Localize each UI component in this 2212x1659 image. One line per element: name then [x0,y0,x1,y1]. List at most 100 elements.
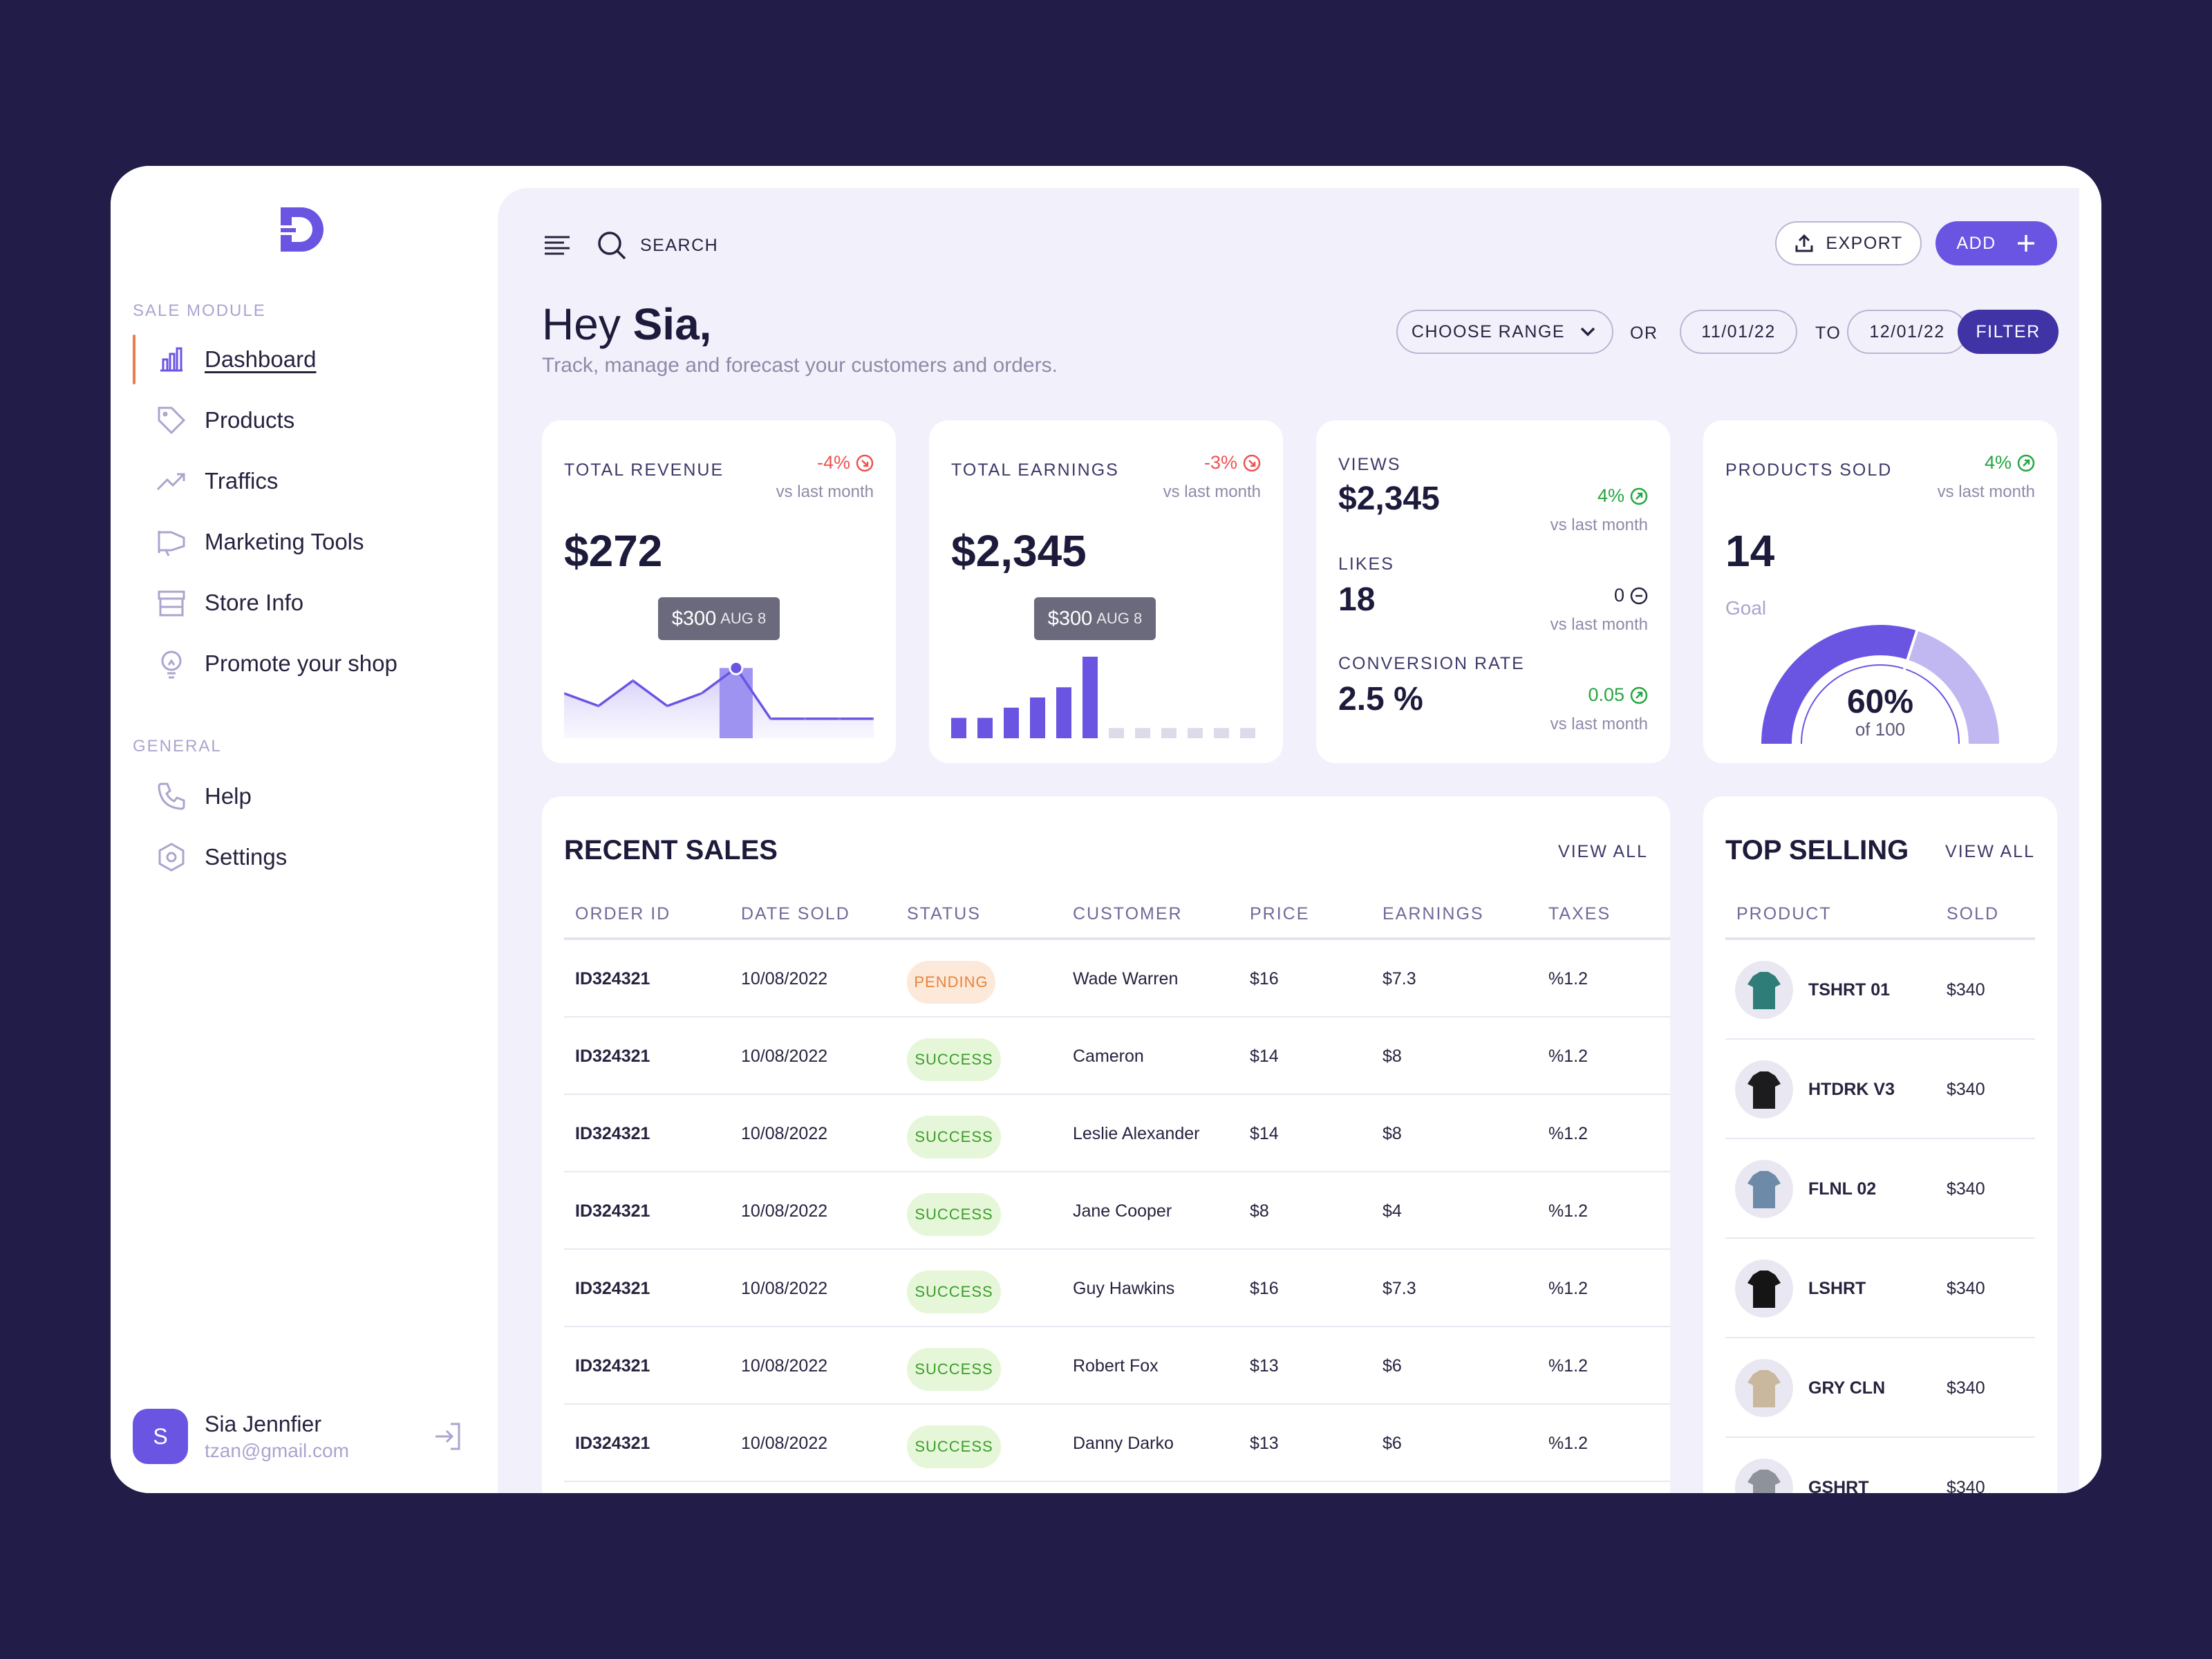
bar[interactable] [977,718,993,739]
customer-cell: Cameron [1073,1047,1144,1066]
customer-cell: Danny Darko [1073,1434,1174,1453]
col-status[interactable]: STATUS [907,904,981,924]
col-sold[interactable]: SOLD [1947,904,2000,924]
col-earnings[interactable]: EARNINGS [1382,904,1484,924]
menu-icon[interactable] [542,230,572,261]
product-name: HTDRK V3 [1808,1080,1895,1099]
table-row[interactable]: ID324321 10/08/2022 Leslie Alexander $14 $8%… [564,1095,1670,1172]
col-customer[interactable]: CUSTOMER [1073,904,1183,924]
col-price[interactable]: PRICE [1250,904,1310,924]
price-cell: $13 [1250,1356,1279,1376]
brand-logo-icon[interactable] [281,207,325,257]
search-icon[interactable] [596,229,628,261]
sidebar-item-marketing-tools[interactable]: Marketing Tools [133,512,478,572]
table-row[interactable]: ID324321 10/08/2022 Robert Fox $13 $6 %1.2 SUC… [564,1327,1670,1405]
customer-cell: Guy Hawkins [1073,1279,1175,1298]
recent-sales-view-all-link[interactable]: VIEW ALL [1558,842,1648,861]
avatar[interactable]: S [133,1409,188,1464]
top-selling-view-all-link[interactable]: VIEW ALL [1945,842,2035,861]
goal-gauge [1761,625,1999,744]
delta-value: 4% [1985,452,2035,474]
sidebar-item-label: Store Info [205,590,304,615]
top-selling-panel: TOP SELLING VIEW ALL PRODUCT SOLD TSHRT … [1703,796,2057,1493]
bar[interactable] [1004,707,1019,738]
col-taxes[interactable]: TAXES [1548,904,1611,924]
order-id-cell: ID324321 [575,1124,650,1143]
list-item[interactable]: HTDRK V3 $340 [1725,1040,2035,1139]
col-order-id[interactable]: ORDER ID [575,904,671,924]
order-id-cell: ID324321 [575,1279,650,1298]
sidebar-item-store-info[interactable]: Store Info [133,572,478,633]
list-item[interactable]: GRY CLN $340 [1725,1338,2035,1438]
conversion-value: 2.5 % [1338,681,1423,718]
sidebar-item-promote-your-shop[interactable]: Promote your shop [133,633,478,694]
card-products-sold: PRODUCTS SOLD 4% vs last month 14 Goal 6… [1703,420,2057,763]
bar[interactable] [1082,657,1098,738]
col-product[interactable]: PRODUCT [1736,904,1832,924]
sidebar-item-help[interactable]: Help [133,766,478,827]
sidebar-nav-sale: Dashboard Products Traffics Marketing To… [133,329,478,694]
table-row[interactable]: ID324321 10/08/2022 Jane Cooper $8 $4 %1.2 SUC… [564,1172,1670,1250]
choose-range-dropdown[interactable]: CHOOSE RANGE [1396,310,1613,354]
table-row[interactable]: ID324321 10/08/2022 Wade Warren $16 $7.3 %1.2… [564,940,1670,1018]
sidebar-item-products[interactable]: Products [133,390,478,451]
export-button[interactable]: EXPORT [1775,221,1922,265]
customer-cell: Robert Fox [1073,1356,1159,1376]
bar[interactable] [1109,728,1124,738]
bar[interactable] [1240,728,1255,738]
customer-cell: Jane Cooper [1073,1201,1172,1221]
bar[interactable] [1135,728,1150,738]
order-id-cell: ID324321 [575,1047,650,1066]
likes-label: LIKES [1338,554,1394,574]
recent-sales-title: RECENT SALES [564,835,778,865]
sidebar-item-label: Promote your shop [205,650,397,676]
bar[interactable] [1214,728,1229,738]
list-item[interactable]: LSHRT $340 [1725,1239,2035,1338]
data-point[interactable] [729,660,744,675]
col-date-sold[interactable]: DATE SOLD [741,904,850,924]
sidebar-item-label: Products [205,407,295,433]
user-email: tzan@gmail.com [205,1439,349,1461]
card-title: TOTAL EARNINGS [951,460,1119,480]
earnings-cell: $6 [1382,1434,1402,1453]
to-label: TO [1815,324,1841,343]
bar[interactable] [1030,697,1045,738]
bar[interactable] [1056,687,1071,738]
user-profile[interactable]: S Sia Jennfier tzan@gmail.com [133,1407,465,1465]
sidebar-item-dashboard[interactable]: Dashboard [133,329,478,390]
bar[interactable] [1161,728,1177,738]
product-sold: $340 [1947,1179,1985,1199]
date-sold-cell: 10/08/2022 [741,1279,828,1298]
search-input[interactable]: SEARCH [640,235,719,255]
phone-icon [155,780,188,813]
plus-icon [2017,235,2034,252]
taxes-cell: %1.2 [1548,1434,1588,1453]
conversion-delta: 0.05 [1588,684,1648,706]
revenue-value: $272 [564,526,663,576]
filter-button[interactable]: FILTER [1958,310,2059,354]
customer-cell: Wade Warren [1073,969,1179,988]
earnings-value: $2,345 [951,526,1087,576]
list-item[interactable]: GSHRT $340 [1725,1438,2035,1493]
recent-sales-panel: RECENT SALES VIEW ALL ORDER ID DATE SOLD… [542,796,1670,1493]
sidebar-item-settings[interactable]: Settings [133,827,478,888]
store-icon [155,586,188,619]
bar[interactable] [951,718,966,739]
arrow-up-circle-icon [2017,454,2035,471]
product-thumbnail [1735,1459,1793,1493]
list-item[interactable]: TSHRT 01 $340 [1725,940,2035,1040]
date-from-field[interactable]: 11/01/22 [1680,310,1797,354]
bar[interactable] [1188,728,1203,738]
table-row[interactable]: ID324321 10/08/2022 Guy Hawkins $16 $7.3 %1.2… [564,1250,1670,1327]
arrow-down-circle-icon [856,454,874,471]
table-row[interactable]: ID324321 10/08/2022 Danny Darko $13 $6 %1.2 SU… [564,1405,1670,1482]
date-to-field[interactable]: 12/01/22 [1847,310,1967,354]
sidebar-item-traffics[interactable]: Traffics [133,451,478,512]
card-title: PRODUCTS SOLD [1725,460,1893,480]
likes-value: 18 [1338,581,1376,618]
list-item[interactable]: FLNL 02 $340 [1725,1139,2035,1239]
logout-icon[interactable] [431,1420,465,1453]
table-row[interactable]: ID324321 10/08/2022 Cameron $14 $8 %1.2 SUCCES… [564,1018,1670,1095]
order-id-cell: ID324321 [575,1356,650,1376]
add-button[interactable]: ADD [1936,221,2057,265]
